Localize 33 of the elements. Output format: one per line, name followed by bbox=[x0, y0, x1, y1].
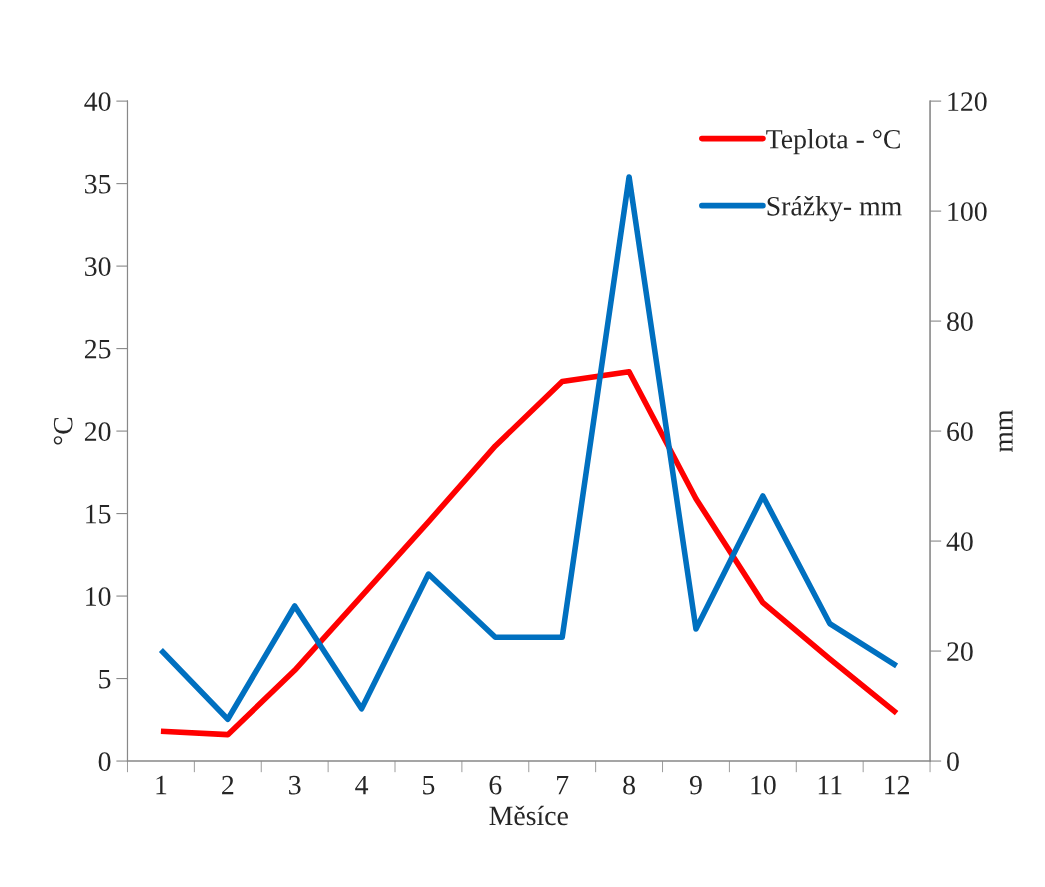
x-axis-title: Měsíce bbox=[489, 805, 568, 826]
y2-tick-label: 60 bbox=[947, 422, 973, 441]
x-tick-label: 11 bbox=[818, 775, 842, 795]
x-tick-label: 3 bbox=[289, 775, 301, 795]
y-tick-label: 0 bbox=[98, 752, 111, 771]
x-tick-label: 4 bbox=[355, 775, 369, 795]
y-tick-label: 35 bbox=[85, 174, 111, 194]
y2-tick-label: 120 bbox=[948, 92, 987, 112]
y2-axis-title: mm bbox=[999, 409, 1013, 453]
y-tick-label: 5 bbox=[99, 670, 111, 689]
y2-tick-label: 0 bbox=[947, 752, 959, 771]
x-tick-label: 6 bbox=[489, 775, 502, 795]
y-axis-title: °C bbox=[53, 417, 73, 445]
x-tick-label: 8 bbox=[623, 775, 635, 795]
x-tick-label: 2 bbox=[222, 775, 234, 795]
y2-tick-label: 40 bbox=[946, 532, 973, 551]
y2-tick-label: 20 bbox=[947, 642, 973, 661]
x-tick-label: 7 bbox=[557, 776, 569, 795]
y-tick-label: 25 bbox=[84, 339, 111, 359]
legend-label: Srážky- mm bbox=[767, 196, 902, 222]
y-tick-label: 20 bbox=[84, 422, 111, 441]
y2-tick-label: 100 bbox=[948, 202, 987, 222]
y-tick-label: 30 bbox=[85, 257, 111, 277]
x-tick-label: 12 bbox=[885, 775, 909, 795]
y2-tick-label: 80 bbox=[947, 312, 973, 332]
legend-label: Teplota - °C bbox=[766, 129, 900, 155]
x-tick-label: 5 bbox=[423, 776, 435, 795]
x-tick-label: 10 bbox=[751, 775, 776, 795]
y-tick-label: 40 bbox=[84, 92, 111, 112]
y-tick-label: 15 bbox=[86, 504, 111, 524]
x-tick-label: 1 bbox=[156, 775, 167, 795]
y-tick-label: 10 bbox=[86, 587, 111, 606]
x-tick-label: 9 bbox=[689, 775, 702, 795]
